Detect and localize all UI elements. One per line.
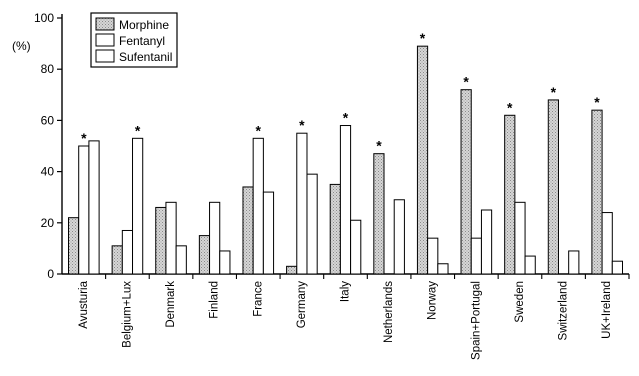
y-tick-label: 20 (41, 216, 55, 230)
significance-star: * (81, 130, 87, 146)
category-label: Denmark (165, 281, 177, 328)
legend: Morphine Fentanyl Sufentanil (90, 12, 178, 68)
bar-fentanyl (339, 125, 352, 275)
significance-star: * (256, 122, 262, 138)
bar-morphine (68, 217, 80, 275)
category-label: Spain+Portugal (470, 281, 482, 360)
legend-swatch-sufentanil (95, 49, 115, 63)
legend-label-sufentanil: Sufentanil (119, 50, 172, 64)
bar-sufentanil (437, 263, 449, 275)
bar-morphine (373, 153, 385, 275)
bar-sufentanil (480, 209, 493, 275)
significance-star: * (376, 138, 382, 154)
bar-fentanyl (514, 201, 526, 275)
significance-marks: * * * * * * * * * * * (81, 30, 600, 154)
bar-fentanyl (121, 229, 134, 275)
bar-fentanyl (470, 237, 482, 275)
bar-sufentanil (219, 250, 231, 275)
category-label: Norway (427, 281, 439, 320)
bar-sufentanil (350, 219, 362, 275)
y-tick-label: 0 (47, 267, 54, 281)
bar-fentanyl (601, 212, 613, 275)
significance-star: * (594, 94, 600, 110)
significance-star: * (507, 99, 513, 115)
y-tick-label: 100 (34, 11, 54, 25)
y-tick-label: 40 (41, 165, 55, 179)
bar-fentanyl (209, 201, 221, 275)
bar-sufentanil (175, 245, 187, 275)
significance-star: * (551, 84, 557, 100)
bar-sufentanil (88, 140, 100, 275)
bar-morphine (460, 89, 472, 275)
bar-sufentanil (262, 191, 275, 275)
y-axis-ticks: 0 20 40 60 80 100 (34, 11, 62, 281)
bar-sufentanil (611, 260, 623, 275)
y-tick-label: 80 (41, 62, 55, 76)
category-label: Switzerland (558, 281, 570, 340)
category-label: Finland (209, 281, 221, 319)
category-label: Sweden (514, 281, 526, 323)
bar-morphine (416, 45, 429, 275)
bar-sufentanil (524, 255, 536, 275)
significance-star: * (463, 74, 469, 90)
bar-sufentanil (132, 137, 144, 275)
category-label: UK+Ireland (601, 281, 613, 339)
category-label: Germany (296, 281, 308, 329)
legend-swatch-fentanyl (95, 33, 115, 47)
significance-star: * (420, 30, 426, 46)
significance-star: * (343, 110, 349, 126)
legend-label-fentanyl: Fentanyl (119, 34, 165, 48)
significance-star: * (135, 122, 141, 138)
x-axis-categories: Avusturia Belgium+Lux Denmark Finland France… (78, 280, 613, 360)
bar-fentanyl (427, 237, 439, 275)
bar-fentanyl (165, 201, 177, 275)
bar-sufentanil (393, 199, 405, 275)
bar-morphine (504, 114, 516, 275)
bar-fentanyl (78, 145, 90, 275)
y-tick-label: 60 (41, 113, 55, 127)
bar-morphine (286, 265, 298, 275)
bar-morphine (198, 235, 211, 275)
bar-morphine (111, 245, 123, 275)
bar-sufentanil (568, 250, 580, 275)
bar-morphine (329, 183, 341, 275)
bar-fentanyl (296, 132, 308, 275)
bar-morphine (547, 99, 559, 275)
significance-star: * (299, 117, 305, 133)
legend-swatch-morphine (95, 17, 115, 31)
bar-morphine (155, 206, 167, 275)
bars-layer (68, 45, 623, 275)
category-label: Avusturia (78, 280, 90, 328)
bar-morphine (242, 186, 254, 275)
category-label: Netherlands (383, 281, 395, 343)
legend-label-morphine: Morphine (119, 18, 169, 32)
category-label: Belgium+Lux (121, 281, 133, 348)
bar-sufentanil (306, 173, 318, 275)
category-label: France (252, 281, 264, 317)
y-axis-label: (%) (12, 39, 31, 53)
category-label: Italy (340, 281, 352, 302)
bar-fentanyl (252, 137, 264, 275)
bar-morphine (591, 109, 603, 275)
